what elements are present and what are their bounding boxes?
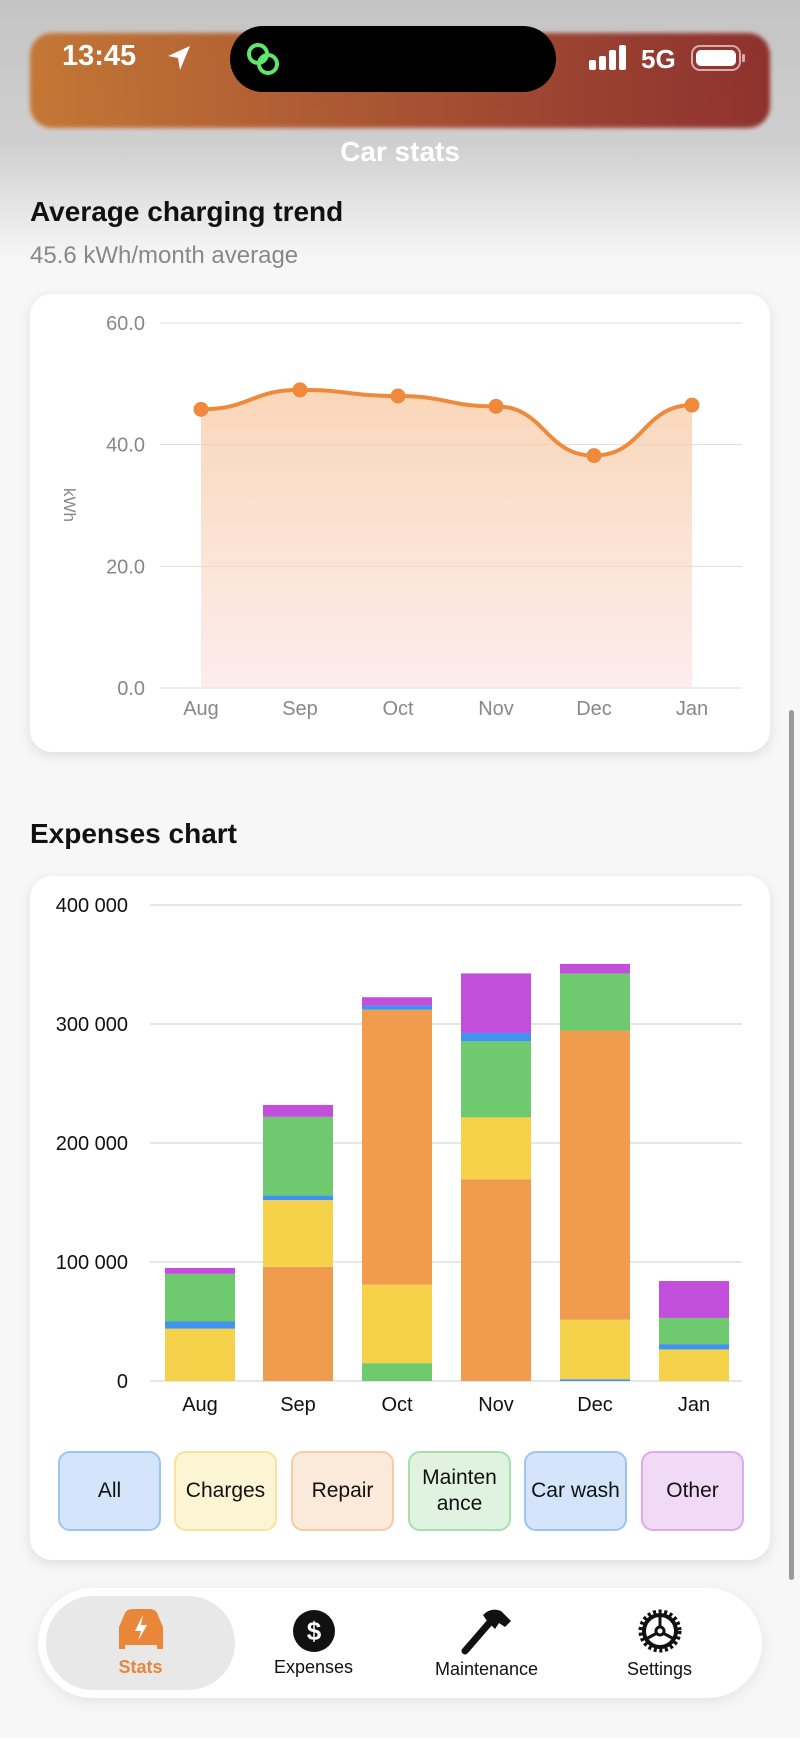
filter-repair[interactable]: Repair <box>291 1451 394 1531</box>
y-tick-label: 200 000 <box>56 1133 128 1155</box>
data-point <box>586 448 602 464</box>
x-tick-label: Sep <box>280 1394 316 1416</box>
data-point <box>193 401 209 417</box>
bar-segment-repair <box>560 1030 630 1320</box>
bar-segment-car-wash <box>659 1344 729 1350</box>
tab-stats[interactable]: Stats <box>46 1596 235 1690</box>
gear-icon <box>638 1609 681 1652</box>
bar-segment-car-wash <box>461 1032 531 1042</box>
page-title: Car stats <box>340 136 460 167</box>
signal-icon <box>589 45 626 70</box>
bar-segment-maintenance <box>362 1363 432 1381</box>
data-point <box>292 382 308 398</box>
y-tick-label: 40.0 <box>106 435 145 457</box>
tab-label: Settings <box>626 1658 693 1679</box>
battery-icon <box>691 45 745 71</box>
tab-settings[interactable]: Settings <box>565 1596 754 1690</box>
dollar-icon: $ <box>292 1609 335 1652</box>
charging-trend-title: Average charging trend <box>30 196 344 227</box>
filter-label: All <box>97 1479 122 1502</box>
tab-label: Stats <box>118 1656 163 1677</box>
x-tick-label: Aug <box>183 698 219 720</box>
bar-segment-other <box>659 1281 729 1318</box>
filter-mainten-ance[interactable]: Mainten ance <box>408 1451 511 1531</box>
bar-segment-repair <box>362 1009 432 1285</box>
y-tick-label: 300 000 <box>56 1014 128 1036</box>
bar-segment-maintenance <box>165 1273 235 1322</box>
x-tick-label: Sep <box>282 698 318 720</box>
y-tick-label: 0 <box>117 1371 128 1393</box>
y-tick-label: 400 000 <box>56 895 128 917</box>
y-tick-label: 100 000 <box>56 1252 128 1274</box>
bar-segment-other <box>461 973 531 1033</box>
y-tick-label: 20.0 <box>106 556 145 578</box>
x-tick-label: Jan <box>676 698 708 720</box>
data-point <box>488 398 504 414</box>
network-label: 5G <box>641 44 676 74</box>
filter-label: Charges <box>185 1479 266 1502</box>
bar-segment-other <box>165 1267 235 1274</box>
area-fill <box>201 389 692 688</box>
link-icon <box>247 43 279 75</box>
x-tick-label: Jan <box>678 1394 710 1416</box>
bar-segment-charges <box>362 1284 432 1364</box>
expenses-chart-title: Expenses chart <box>30 818 237 849</box>
data-point <box>684 397 700 413</box>
bar-segment-maintenance <box>560 973 630 1031</box>
bar-segment-other <box>362 997 432 1006</box>
filter-label: Other <box>666 1479 719 1502</box>
location-arrow-icon <box>168 46 190 70</box>
expenses-chart-card: 0 100 000 200 000 300 000 400 000 Aug Sep Oct No… <box>30 876 770 1560</box>
tab-maintenance[interactable]: Maintenance <box>392 1596 581 1690</box>
bar-segment-maintenance <box>659 1317 729 1345</box>
x-tick-label: Dec <box>576 698 612 720</box>
bar-segment-other <box>263 1104 333 1117</box>
filter-label: Mainten ance <box>422 1466 497 1515</box>
bar-segment-car-wash <box>165 1321 235 1329</box>
svg-text:$: $ <box>306 1616 321 1646</box>
hammer-icon <box>461 1609 511 1654</box>
status-time: 13:45 <box>62 40 137 72</box>
bar-segment-other <box>560 963 630 974</box>
y-tick-label: 0.0 <box>117 678 145 700</box>
filter-label: Repair <box>311 1479 374 1502</box>
bar-segment-charges <box>659 1349 729 1381</box>
bar-segment-car-wash <box>362 1005 432 1010</box>
data-point <box>390 388 406 404</box>
x-tick-label: Oct <box>382 698 414 720</box>
y-tick-label: 60.0 <box>106 313 145 335</box>
filter-car-wash[interactable]: Car wash <box>524 1451 627 1531</box>
scrollbar[interactable] <box>789 710 794 1580</box>
filter-all[interactable]: All <box>58 1451 161 1531</box>
filter-label: Car wash <box>531 1479 620 1502</box>
tab-label: Expenses <box>273 1656 354 1677</box>
bar-segment-charges <box>263 1200 333 1267</box>
x-tick-label: Nov <box>478 1394 514 1416</box>
x-tick-label: Oct <box>381 1394 413 1416</box>
bar-segment-repair <box>263 1266 333 1381</box>
tab-label: Maintenance <box>434 1658 539 1679</box>
charging-line-chart: 0.0 20.0 40.0 60.0 kWh Aug Sep Oct Nov Dec Jan <box>60 313 742 720</box>
charging-chart-card: 0.0 20.0 40.0 60.0 kWh Aug Sep Oct Nov Dec Jan <box>30 294 770 752</box>
bar-segment-repair <box>461 1179 531 1381</box>
dynamic-island <box>230 26 556 92</box>
bar-segment-charges <box>461 1117 531 1180</box>
bar-segment-car-wash <box>263 1195 333 1201</box>
filter-other[interactable]: Other <box>641 1451 744 1531</box>
x-tick-label: Aug <box>182 1394 218 1416</box>
x-tick-label: Nov <box>478 698 514 720</box>
expenses-bar-chart: 0 100 000 200 000 300 000 400 000 Aug Sep Oct No… <box>56 895 742 1416</box>
y-axis-label: kWh <box>60 488 79 522</box>
filter-charges[interactable]: Charges <box>174 1451 277 1531</box>
bar-segment-car-wash <box>560 1379 630 1381</box>
charging-average: 45.6 kWh/month average <box>30 242 299 269</box>
x-tick-label: Dec <box>577 1394 613 1416</box>
car-bolt-icon <box>118 1608 163 1649</box>
bar-segment-charges <box>560 1319 630 1380</box>
bar-segment-maintenance <box>263 1116 333 1196</box>
bar-segment-charges <box>165 1328 235 1381</box>
tab-expenses[interactable]: $ Expenses <box>219 1596 408 1690</box>
bar-segment-maintenance <box>461 1041 531 1118</box>
